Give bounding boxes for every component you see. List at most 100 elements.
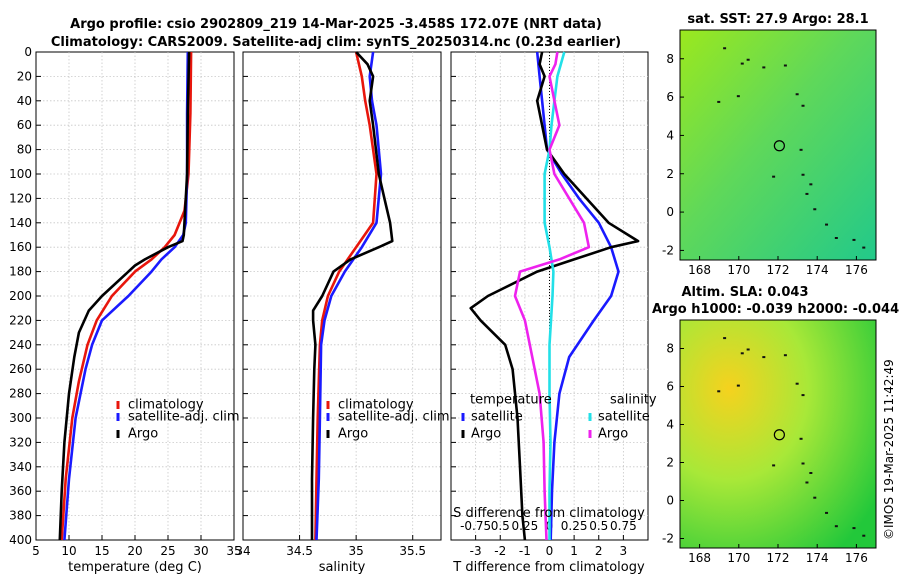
map-x-tick-label: 170: [727, 263, 750, 277]
island-mark: [723, 47, 727, 50]
island-mark: [834, 237, 838, 239]
argo-location-marker: [773, 429, 785, 441]
x-tick-label: 34.5: [286, 544, 313, 558]
difference-legend: temperature salinity satellite Argo sate…: [461, 393, 657, 442]
map-y-tick-label: 8: [666, 52, 674, 66]
y-tick-label: 40: [17, 94, 32, 108]
island-mark: [746, 58, 750, 61]
series-line-t-argo: [469, 51, 640, 541]
legend-title-salinity: salinity: [610, 393, 657, 408]
island-mark: [805, 192, 809, 195]
island-mark: [799, 148, 803, 151]
island-mark: [825, 223, 829, 226]
sla-map-title2: Argo h1000: -0.039 h2000: -0.044: [652, 302, 899, 317]
map-y-tick-label: 2: [666, 456, 674, 470]
temperature-legend: climatology satellite-adj. clim Argo: [116, 398, 240, 442]
sla-map-panel: Altim. SLA: 0.043 Argo h1000: -0.039 h20…: [652, 285, 899, 565]
y-tick-label: 180: [9, 265, 32, 279]
difference-panel: -3 -2 -1 0 1 2 3-0.75 0.5 0.25 0 0.25 0.5 0.75 T dif…: [450, 51, 657, 575]
imos-watermark: ©IMOS 19-Mar-2025 11:42:49: [882, 359, 896, 540]
legend-label-s-argo: Argo: [598, 427, 628, 442]
island-mark: [783, 354, 787, 357]
island-mark: [717, 390, 721, 393]
island-mark: [799, 437, 803, 440]
island-mark: [736, 95, 740, 98]
legend-label-climatology: climatology: [128, 398, 204, 413]
s-tick-label: 0.25: [512, 519, 539, 533]
x-tick-label: -3: [470, 544, 482, 558]
map-x-tick-label: 176: [845, 263, 868, 277]
s-tick-label: 0.5: [589, 519, 608, 533]
x-tick-label: 1: [570, 544, 578, 558]
figure-title-line1: Argo profile: csio 2902809_219 14-Mar-20…: [70, 17, 602, 32]
y-tick-label: 240: [9, 338, 32, 352]
map-y-tick-label: 0: [666, 494, 674, 508]
y-tick-label: 260: [9, 362, 32, 376]
legend-label-climatology-s: climatology: [338, 398, 414, 413]
island-mark: [723, 337, 727, 340]
map-y-tick-label: 6: [666, 90, 674, 104]
island-mark: [852, 527, 856, 530]
island-mark: [795, 93, 799, 96]
island-mark: [809, 472, 813, 474]
salinity-panel: 34 34.5 35 35.5 salinity climatology satell…: [235, 51, 450, 575]
x-tick-label: 30: [193, 544, 208, 558]
island-mark: [762, 66, 766, 69]
x-tick-label: 15: [94, 544, 109, 558]
salinity-legend: climatology satellite-adj. clim Argo: [326, 398, 450, 442]
x-tick-label: -1: [519, 544, 531, 558]
island-mark: [795, 382, 799, 385]
y-tick-label: 320: [9, 435, 32, 449]
x-tick-label: 35.5: [399, 544, 426, 558]
island-mark: [740, 62, 744, 65]
map-y-tick-label: 0: [666, 205, 674, 219]
s-tick-label: 0.75: [610, 519, 637, 533]
s-tick-label: 0.5: [491, 519, 510, 533]
temperature-xlabel: temperature (deg C): [68, 560, 202, 575]
y-tick-label: 160: [9, 240, 32, 254]
map-x-tick-label: 168: [688, 551, 711, 565]
island-mark: [834, 525, 838, 528]
sla-map-title1: Altim. SLA: 0.043: [682, 285, 809, 300]
argo-location-marker: [773, 140, 785, 152]
y-tick-label: 400: [9, 533, 32, 547]
island-mark: [746, 348, 750, 351]
island-mark: [801, 173, 805, 176]
map-x-tick-label: 176: [845, 551, 868, 565]
difference-xlabel-t: T difference from climatology: [452, 560, 645, 575]
difference-xlabel-s: S difference from climatology: [453, 506, 645, 521]
y-tick-label: 280: [9, 387, 32, 401]
y-tick-label: 300: [9, 411, 32, 425]
x-tick-label: 3: [620, 544, 628, 558]
y-tick-label: 120: [9, 191, 32, 205]
series-line-s-argo: [513, 51, 591, 541]
y-tick-label: 360: [9, 484, 32, 498]
temperature-panel: 5 10 15 20 25 30 35 0 20 40 60 80 100 120 140 160 180 200…: [9, 45, 242, 575]
island-mark: [717, 100, 721, 103]
legend-label-argo: Argo: [128, 427, 158, 442]
legend-label-t-satellite: satellite: [471, 410, 523, 425]
island-mark: [736, 384, 740, 387]
x-tick-label: 20: [127, 544, 142, 558]
legend-label-s-satellite: satellite: [598, 410, 650, 425]
map-y-tick-label: 4: [666, 418, 674, 432]
map-x-tick-label: 174: [806, 551, 829, 565]
island-mark: [801, 104, 805, 107]
x-tick-label: 35: [226, 544, 241, 558]
legend-label-satellite-s: satellite-adj. clim: [338, 410, 450, 425]
y-tick-label: 380: [9, 509, 32, 523]
island-mark: [783, 64, 787, 67]
x-tick-label: 0: [546, 544, 554, 558]
x-tick-label: 5: [32, 544, 40, 558]
island-mark: [862, 534, 866, 537]
x-tick-label: 2: [595, 544, 603, 558]
map-x-tick-label: 170: [727, 551, 750, 565]
legend-title-temperature: temperature: [470, 393, 552, 408]
y-tick-label: 0: [24, 45, 32, 59]
x-tick-label: -2: [494, 544, 506, 558]
map-y-tick-label: 4: [666, 128, 674, 142]
figure-title-line2: Climatology: CARS2009. Satellite-adj cli…: [51, 35, 621, 50]
island-mark: [813, 496, 817, 499]
map-y-tick-label: 6: [666, 380, 674, 394]
